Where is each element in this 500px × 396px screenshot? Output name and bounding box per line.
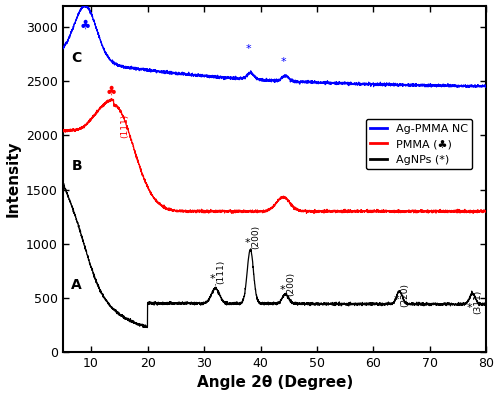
X-axis label: Angle 2θ (Degree): Angle 2θ (Degree) xyxy=(196,375,353,390)
Text: *: * xyxy=(280,285,285,295)
Text: (200): (200) xyxy=(286,272,295,296)
Text: B: B xyxy=(72,159,82,173)
Text: *: * xyxy=(246,44,251,54)
Text: *: * xyxy=(466,303,472,313)
Text: (111): (111) xyxy=(216,259,226,284)
Y-axis label: Intensity: Intensity xyxy=(6,141,20,217)
Text: (200): (200) xyxy=(251,225,260,249)
Legend: Ag-PMMA NC, PMMA (♣), AgNPs (*): Ag-PMMA NC, PMMA (♣), AgNPs (*) xyxy=(366,119,472,169)
Text: ♣: ♣ xyxy=(105,85,117,97)
Text: C: C xyxy=(72,51,82,65)
Text: *: * xyxy=(394,295,400,305)
Text: (311): (311) xyxy=(473,290,482,314)
Text: ♣: ♣ xyxy=(80,19,91,32)
Text: *: * xyxy=(244,238,250,248)
Text: *: * xyxy=(280,57,286,67)
Text: A: A xyxy=(72,278,82,292)
Text: (220): (220) xyxy=(400,283,409,307)
Text: (111): (111) xyxy=(120,113,130,138)
Text: *: * xyxy=(210,274,216,284)
